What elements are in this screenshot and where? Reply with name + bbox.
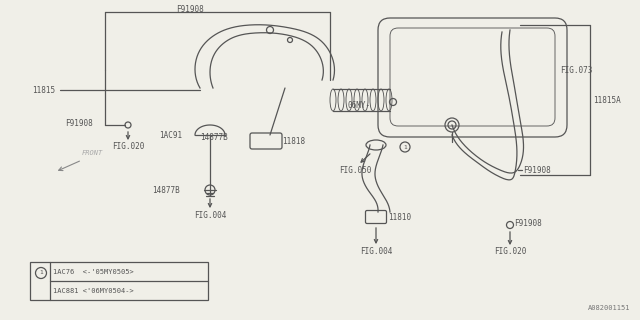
Text: 14877B: 14877B (152, 186, 180, 195)
Text: 14877B: 14877B (200, 132, 228, 141)
Text: 06MY-: 06MY- (347, 100, 370, 109)
Text: FIG.004: FIG.004 (194, 211, 226, 220)
Circle shape (400, 142, 410, 152)
Text: FIG.050: FIG.050 (339, 165, 371, 174)
Text: F91908: F91908 (523, 165, 551, 174)
Text: 1: 1 (39, 270, 43, 276)
Circle shape (205, 185, 215, 195)
Text: F91908: F91908 (176, 4, 204, 13)
Text: FIG.004: FIG.004 (360, 247, 392, 257)
Text: A082001151: A082001151 (588, 305, 630, 311)
Text: F91908: F91908 (65, 118, 93, 127)
Text: FIG.020: FIG.020 (112, 141, 144, 150)
Bar (30, 262, 208, 300)
Circle shape (35, 268, 47, 278)
Text: 1AC76  <-'05MY0505>: 1AC76 <-'05MY0505> (53, 269, 134, 275)
Text: 1AC881 <'06MY0504->: 1AC881 <'06MY0504-> (53, 288, 134, 294)
Text: FIG.020: FIG.020 (494, 247, 526, 257)
Text: 11818: 11818 (282, 137, 305, 146)
Text: 1AC91: 1AC91 (159, 131, 182, 140)
Text: FIG.073: FIG.073 (560, 66, 593, 75)
Text: F91908: F91908 (514, 220, 541, 228)
Text: 11810: 11810 (388, 212, 411, 221)
Text: 11815A: 11815A (593, 95, 621, 105)
Text: FRONT: FRONT (82, 150, 103, 156)
Text: 1: 1 (403, 145, 407, 149)
Text: 11815: 11815 (32, 85, 55, 94)
